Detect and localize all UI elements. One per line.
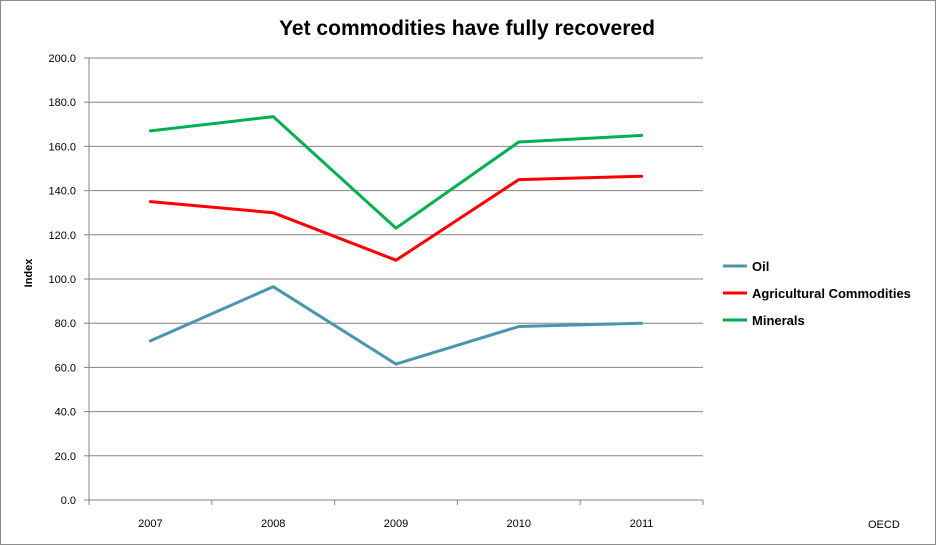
x-tick-label: 2011 bbox=[630, 518, 654, 530]
series-line-minerals bbox=[148, 115, 644, 230]
y-tick-label: 100.0 bbox=[48, 274, 76, 286]
y-tick-label: 140.0 bbox=[48, 186, 76, 198]
y-tick-label: 200.0 bbox=[48, 53, 76, 65]
series-line-agricultural-commodities bbox=[148, 174, 644, 262]
x-tick-label: 2009 bbox=[384, 518, 408, 530]
y-tick-label: 160.0 bbox=[48, 141, 76, 153]
source-note: OECD bbox=[868, 519, 900, 531]
y-tick-label: 60.0 bbox=[55, 362, 76, 374]
series-line-oil bbox=[148, 285, 644, 366]
x-tick-label: 2007 bbox=[138, 518, 162, 530]
legend-label: Minerals bbox=[752, 313, 805, 328]
y-tick-label: 0.0 bbox=[61, 495, 76, 507]
y-tick-label: 80.0 bbox=[55, 318, 76, 330]
y-tick-label: 120.0 bbox=[48, 230, 76, 242]
y-axis-ticks: 0.0 20.0 40.0 60.0 80.0 100.0 120.0 140.0 160.0 1… bbox=[48, 53, 76, 507]
legend-label: Oil bbox=[752, 259, 769, 274]
y-axis-title: Index bbox=[23, 258, 35, 288]
x-tick-label: 2010 bbox=[507, 518, 531, 530]
y-tick-label: 20.0 bbox=[55, 451, 76, 463]
y-tick-label: 40.0 bbox=[55, 407, 76, 419]
y-tick-label: 180.0 bbox=[48, 97, 76, 109]
x-axis-ticks: 2007 2008 2009 2010 2011 bbox=[88, 500, 704, 530]
chart-title: Yet commodities have fully recovered bbox=[279, 17, 655, 40]
gridlines bbox=[84, 57, 703, 501]
series-lines bbox=[148, 115, 644, 366]
legend-label: Agricultural Commodities bbox=[752, 286, 911, 301]
x-tick-label: 2008 bbox=[261, 518, 285, 530]
legend: Oil Agricultural Commodities Minerals bbox=[723, 259, 911, 328]
